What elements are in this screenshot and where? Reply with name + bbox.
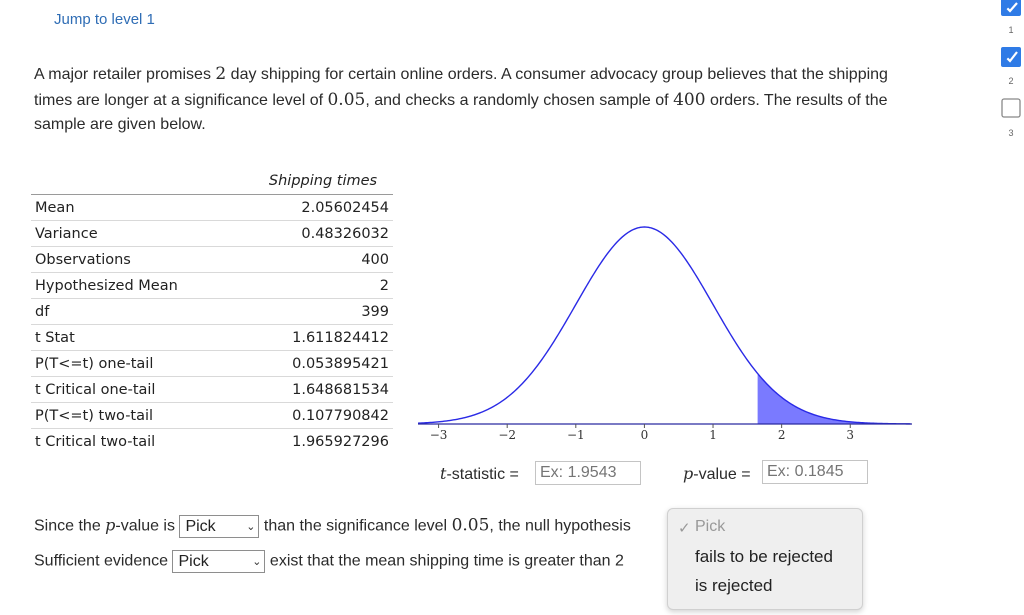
comparison-select[interactable]: Pick ⌄	[179, 515, 260, 538]
chevron-down-icon: ⌄	[246, 521, 256, 533]
table-row: P(T<=t) one-tail 0.053895421	[31, 350, 393, 377]
row-label: Hypothesized Mean	[31, 272, 253, 299]
conclusion-sentence-1: Since the p-value is Pick ⌄ than the sign…	[34, 515, 631, 538]
table-row: Observations 400	[31, 246, 393, 273]
row-value: 0.48326032	[253, 220, 393, 247]
row-value: 399	[253, 298, 393, 325]
row-value: 1.965927296	[292, 433, 389, 450]
level-3-number: 3	[1008, 128, 1014, 138]
row-label: t Critical one-tail	[31, 376, 253, 403]
x-tick-label: −1	[567, 428, 585, 442]
table-row: t Critical one-tail 1.648681534	[31, 376, 393, 403]
current-level-arrow[interactable]	[996, 48, 1016, 64]
p-value-label: p-value =	[683, 464, 751, 483]
level-2-number: 2	[1008, 76, 1014, 86]
hypothesis-dropdown-menu: ✓ Pick fails to be rejected is rejected	[667, 508, 863, 610]
x-tick-label: 1	[709, 428, 717, 442]
t-distribution-chart: −3 −2 −1 0 1 2 3	[418, 226, 912, 442]
chevron-down-icon: ⌄	[252, 556, 262, 568]
dropdown-option-pick[interactable]: Pick	[695, 518, 726, 535]
row-value: 400	[253, 246, 393, 273]
row-value: 1.648681534	[253, 376, 393, 403]
row-label: Variance	[31, 220, 253, 247]
dropdown-option-fails-to-be-rejected[interactable]: fails to be rejected	[695, 547, 833, 566]
row-label: df	[31, 298, 253, 325]
x-tick-label: 0	[641, 428, 649, 442]
density-curve	[418, 226, 911, 425]
chevron-right-icon	[1001, 49, 1010, 63]
rejection-region	[757, 373, 912, 424]
empty-box-icon	[1001, 98, 1021, 118]
x-tick-label: −3	[430, 428, 448, 442]
chevron-right-icon	[1001, 0, 1010, 13]
table-row: Mean 2.05602454	[31, 194, 393, 221]
level-1-number: 1	[1008, 25, 1014, 35]
table-row: P(T<=t) two-tail 0.107790842	[31, 402, 393, 429]
table-row: df 399	[31, 298, 393, 325]
x-tick-label: −2	[498, 428, 516, 442]
row-label: Observations	[31, 246, 253, 273]
t-statistic-label: t-statistic =	[440, 464, 519, 483]
jump-to-level-link[interactable]: Jump to level 1	[54, 11, 155, 28]
table-row: Variance 0.48326032	[31, 220, 393, 247]
row-label: P(T<=t) two-tail	[31, 402, 253, 429]
results-table: Shipping times Mean 2.05602454 Variance 0.…	[31, 168, 393, 454]
level-3-status[interactable]	[998, 97, 1024, 124]
x-tick-label: 3	[846, 428, 854, 442]
evidence-select[interactable]: Pick ⌄	[172, 550, 266, 573]
row-value: 2	[253, 272, 393, 299]
row-label: Mean	[31, 194, 253, 221]
table-row: t Critical two-tail 1.965927296	[31, 429, 393, 455]
table-header-shipping-times: Shipping times	[253, 168, 393, 195]
p-value-input[interactable]	[762, 460, 868, 484]
t-statistic-input[interactable]	[535, 461, 641, 485]
check-icon: ✓	[678, 520, 691, 537]
collapse-rail-arrow[interactable]	[996, 0, 1016, 14]
row-value: 1.611824412	[253, 324, 393, 351]
x-tick-label: 2	[778, 428, 786, 442]
row-value: 2.05602454	[253, 194, 393, 221]
table-row: Hypothesized Mean 2	[31, 272, 393, 299]
row-label: t Stat	[31, 324, 253, 351]
conclusion-sentence-2: Sufficient evidence Pick ⌄ exist that the…	[34, 550, 624, 573]
row-label: t Critical two-tail	[35, 433, 156, 450]
table-row: t Stat 1.611824412	[31, 324, 393, 351]
table-empty-header	[31, 168, 253, 195]
row-value: 0.053895421	[253, 350, 393, 377]
dropdown-option-is-rejected[interactable]: is rejected	[695, 576, 773, 595]
problem-statement: A major retailer promises 2 day shipping…	[34, 64, 888, 133]
row-label: P(T<=t) one-tail	[31, 350, 253, 377]
row-value: 0.107790842	[253, 402, 393, 429]
